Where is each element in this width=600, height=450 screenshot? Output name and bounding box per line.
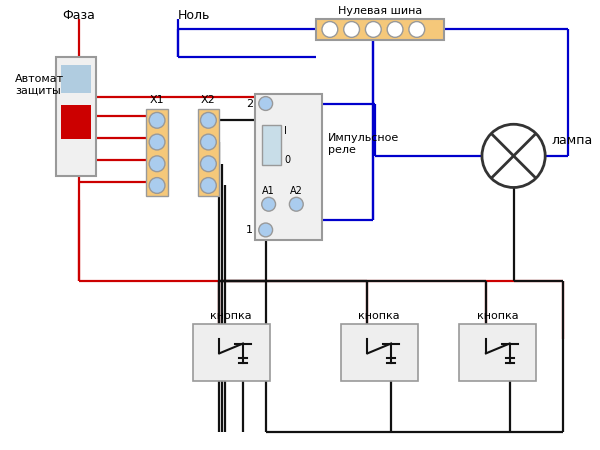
FancyBboxPatch shape [61, 104, 91, 139]
Circle shape [200, 156, 216, 171]
FancyBboxPatch shape [341, 324, 418, 381]
FancyBboxPatch shape [193, 324, 269, 381]
Text: кнопка: кнопка [358, 311, 400, 321]
Text: X2: X2 [201, 95, 216, 105]
Circle shape [262, 198, 275, 211]
Circle shape [200, 134, 216, 150]
Text: лампа: лампа [551, 134, 592, 147]
Text: 2: 2 [246, 99, 253, 108]
Text: Ноль: Ноль [178, 9, 210, 22]
Circle shape [149, 134, 165, 150]
FancyBboxPatch shape [316, 18, 445, 40]
Text: кнопка: кнопка [210, 311, 252, 321]
FancyBboxPatch shape [255, 94, 322, 240]
Text: A2: A2 [290, 186, 303, 196]
Text: Импульсное
реле: Импульсное реле [328, 133, 399, 155]
Text: 0: 0 [284, 155, 290, 165]
Text: Нулевая шина: Нулевая шина [338, 5, 422, 16]
Text: 1: 1 [246, 225, 253, 235]
Circle shape [322, 22, 338, 37]
Circle shape [365, 22, 381, 37]
Circle shape [149, 178, 165, 194]
Text: A1: A1 [262, 186, 275, 196]
Text: кнопка: кнопка [477, 311, 518, 321]
Circle shape [259, 97, 272, 110]
Circle shape [200, 112, 216, 128]
Text: Автомат
защиты: Автомат защиты [15, 74, 64, 95]
Circle shape [344, 22, 359, 37]
Circle shape [259, 223, 272, 237]
Circle shape [387, 22, 403, 37]
Circle shape [482, 124, 545, 188]
FancyBboxPatch shape [459, 324, 536, 381]
FancyBboxPatch shape [146, 109, 168, 196]
FancyBboxPatch shape [56, 57, 96, 176]
Circle shape [409, 22, 425, 37]
Circle shape [149, 156, 165, 171]
Text: I: I [284, 126, 287, 136]
FancyBboxPatch shape [197, 109, 219, 196]
Circle shape [289, 198, 303, 211]
Circle shape [149, 112, 165, 128]
Text: Фаза: Фаза [62, 9, 95, 22]
FancyBboxPatch shape [61, 65, 91, 93]
Text: X1: X1 [150, 95, 164, 105]
Circle shape [200, 178, 216, 194]
FancyBboxPatch shape [262, 125, 281, 165]
